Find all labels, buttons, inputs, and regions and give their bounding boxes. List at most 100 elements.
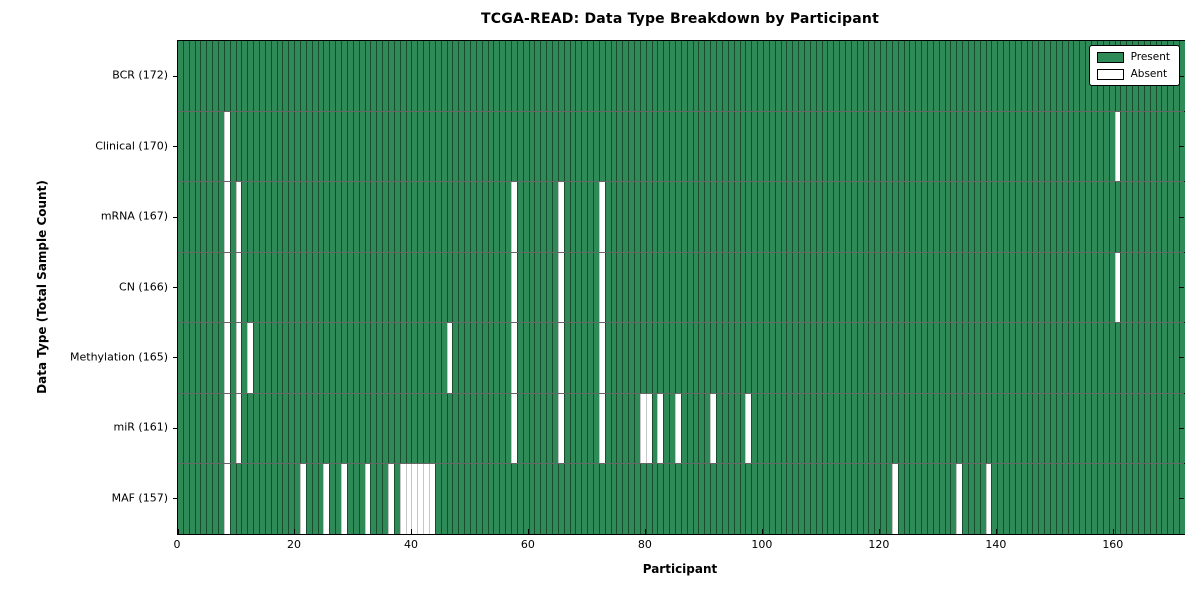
matrix-cell-present (1114, 464, 1121, 535)
matrix-cell-present (973, 111, 980, 182)
matrix-cell-present (282, 182, 289, 252)
matrix-cell-present (440, 323, 447, 393)
matrix-cell-present (493, 111, 500, 182)
matrix-cell-present (634, 111, 640, 182)
matrix-cell-present (411, 182, 418, 252)
matrix-cell-present (663, 252, 670, 323)
matrix-cell-present (915, 111, 922, 182)
matrix-cell-present (1009, 111, 1015, 182)
matrix-cell-present (1055, 393, 1062, 464)
matrix-cell-present (1167, 464, 1174, 535)
matrix-cell-present (487, 323, 494, 393)
matrix-cell-present (1091, 182, 1097, 252)
matrix-cell-present (305, 252, 312, 323)
matrix-cell-present (182, 111, 189, 182)
matrix-cell-present (927, 182, 933, 252)
matrix-cell-present (546, 323, 552, 393)
matrix-cell-present (862, 41, 869, 111)
matrix-cell-present (768, 111, 775, 182)
matrix-cell-present (604, 393, 611, 464)
matrix-cell-present (253, 323, 260, 393)
matrix-cell-present (188, 252, 195, 323)
matrix-cell-present (733, 252, 740, 323)
matrix-cell-present (1020, 252, 1027, 323)
matrix-cell-present (563, 393, 570, 464)
matrix-cell-present (874, 252, 881, 323)
x-tick-mark (411, 529, 413, 534)
matrix-cell-present (686, 252, 693, 323)
matrix-cell-present (552, 464, 558, 535)
y-tick-mark (173, 146, 178, 148)
matrix-cell-present (1073, 323, 1080, 393)
matrix-cell-present (704, 41, 711, 111)
matrix-cell-present (885, 182, 892, 252)
matrix-cell-present (844, 393, 851, 464)
matrix-cell-present (229, 111, 236, 182)
matrix-cell-present (499, 393, 506, 464)
matrix-cell-present (364, 41, 371, 111)
matrix-cell-present (1126, 111, 1133, 182)
matrix-cell-present (997, 323, 1004, 393)
matrix-cell-present (557, 464, 564, 535)
matrix-cell-present (446, 393, 453, 464)
matrix-cell-present (979, 323, 986, 393)
matrix-cell-present (522, 182, 529, 252)
matrix-cell-present (921, 252, 927, 323)
matrix-cell-present (346, 41, 353, 111)
matrix-cell-present (587, 111, 594, 182)
matrix-cell-present (1067, 323, 1074, 393)
matrix-cell-present (909, 41, 916, 111)
matrix-cell-present (446, 182, 453, 252)
matrix-cell-present (809, 252, 816, 323)
matrix-cell-present (733, 41, 740, 111)
matrix-cell-present (833, 393, 840, 464)
matrix-cell-present (874, 182, 881, 252)
matrix-cell-present (780, 111, 787, 182)
matrix-cell-present (581, 464, 588, 535)
matrix-cell-present (1003, 252, 1010, 323)
matrix-cell-present (182, 182, 189, 252)
matrix-cell-present (1108, 182, 1115, 252)
matrix-cell-present (569, 41, 576, 111)
matrix-cell-present (1132, 464, 1138, 535)
matrix-cell-present (276, 464, 283, 535)
matrix-cell-present (487, 111, 494, 182)
matrix-cell-present (751, 41, 758, 111)
matrix-cell-present (393, 182, 400, 252)
matrix-cell-present (903, 41, 910, 111)
matrix-cell-present (1055, 464, 1062, 535)
matrix-cell-present (188, 464, 195, 535)
matrix-row-mir (178, 393, 1185, 465)
matrix-cell-absent (235, 323, 242, 393)
matrix-cell-present (874, 464, 881, 535)
matrix-cell-present (1026, 323, 1033, 393)
matrix-cell-present (710, 323, 717, 393)
matrix-cell-present (938, 323, 945, 393)
matrix-cell-present (552, 182, 558, 252)
matrix-cell-present (264, 464, 271, 535)
matrix-cell-present (669, 111, 676, 182)
matrix-cell-present (464, 41, 470, 111)
matrix-cell-present (675, 41, 681, 111)
matrix-cell-present (657, 41, 664, 111)
matrix-cell-present (464, 182, 470, 252)
matrix-cell-present (264, 393, 271, 464)
matrix-cell-present (862, 393, 869, 464)
matrix-cell-present (651, 323, 658, 393)
matrix-cell-present (780, 182, 787, 252)
y-tick-mark (1179, 287, 1184, 288)
matrix-cell-present (376, 464, 383, 535)
matrix-cell-present (458, 182, 465, 252)
matrix-cell-present (311, 41, 318, 111)
matrix-cell-present (264, 323, 271, 393)
matrix-cell-present (200, 41, 207, 111)
matrix-cell-present (733, 393, 740, 464)
matrix-cell-present (458, 323, 465, 393)
matrix-cell-present (1096, 252, 1103, 323)
matrix-cell-present (546, 252, 552, 323)
matrix-cell-present (200, 464, 207, 535)
matrix-cell-present (411, 323, 418, 393)
matrix-cell-present (1032, 41, 1039, 111)
x-tick-mark (294, 529, 296, 534)
matrix-cell-present (364, 182, 371, 252)
